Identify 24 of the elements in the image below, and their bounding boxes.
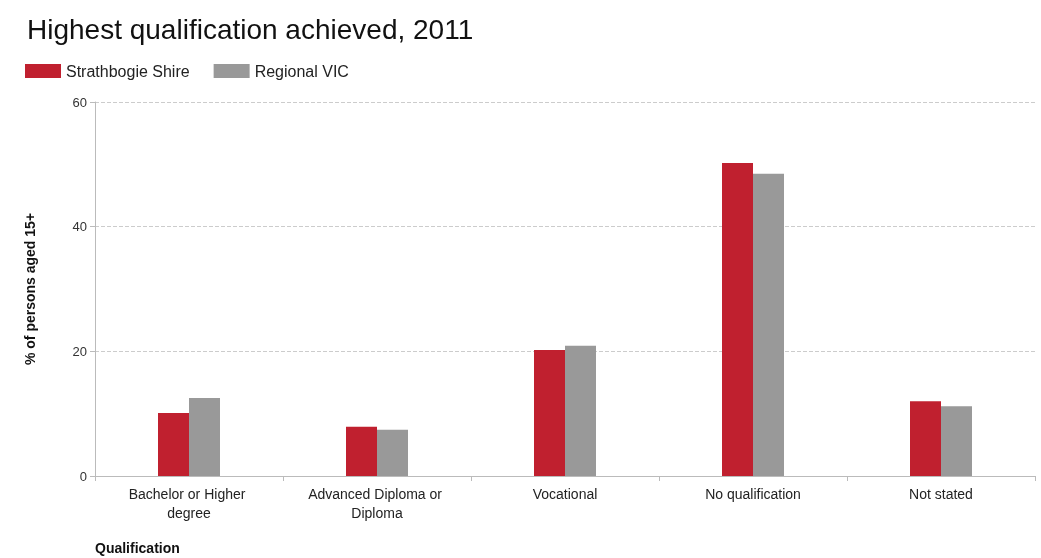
bar bbox=[158, 413, 189, 476]
y-axis-title: % of persons aged 15+ bbox=[22, 212, 38, 366]
legend-label: Strathbogie Shire bbox=[66, 62, 190, 80]
bar bbox=[189, 398, 220, 476]
x-tick-label: Not stated bbox=[909, 485, 973, 502]
x-axis-title: Qualification bbox=[95, 540, 180, 556]
x-tick-label: Advanced Diploma or Diploma bbox=[308, 485, 446, 521]
bar bbox=[377, 429, 408, 476]
bar bbox=[534, 350, 565, 476]
y-tick-label: 20 bbox=[72, 343, 87, 359]
bar bbox=[722, 163, 753, 476]
bar bbox=[346, 426, 377, 476]
x-tick-label: Bachelor or Higher degree bbox=[128, 485, 250, 521]
bar bbox=[941, 406, 972, 476]
y-tick-label: 60 bbox=[72, 94, 87, 110]
x-tick-label: No qualification bbox=[705, 485, 801, 502]
y-tick-label: 0 bbox=[79, 468, 87, 484]
chart-title: Highest qualification achieved, 2011 bbox=[27, 13, 474, 45]
y-tick-label: 40 bbox=[72, 219, 87, 235]
x-tick-label: Vocational bbox=[532, 485, 598, 502]
bar bbox=[565, 345, 596, 476]
legend-label: Regional VIC bbox=[254, 62, 349, 80]
bar bbox=[753, 173, 784, 476]
bar bbox=[910, 401, 941, 476]
